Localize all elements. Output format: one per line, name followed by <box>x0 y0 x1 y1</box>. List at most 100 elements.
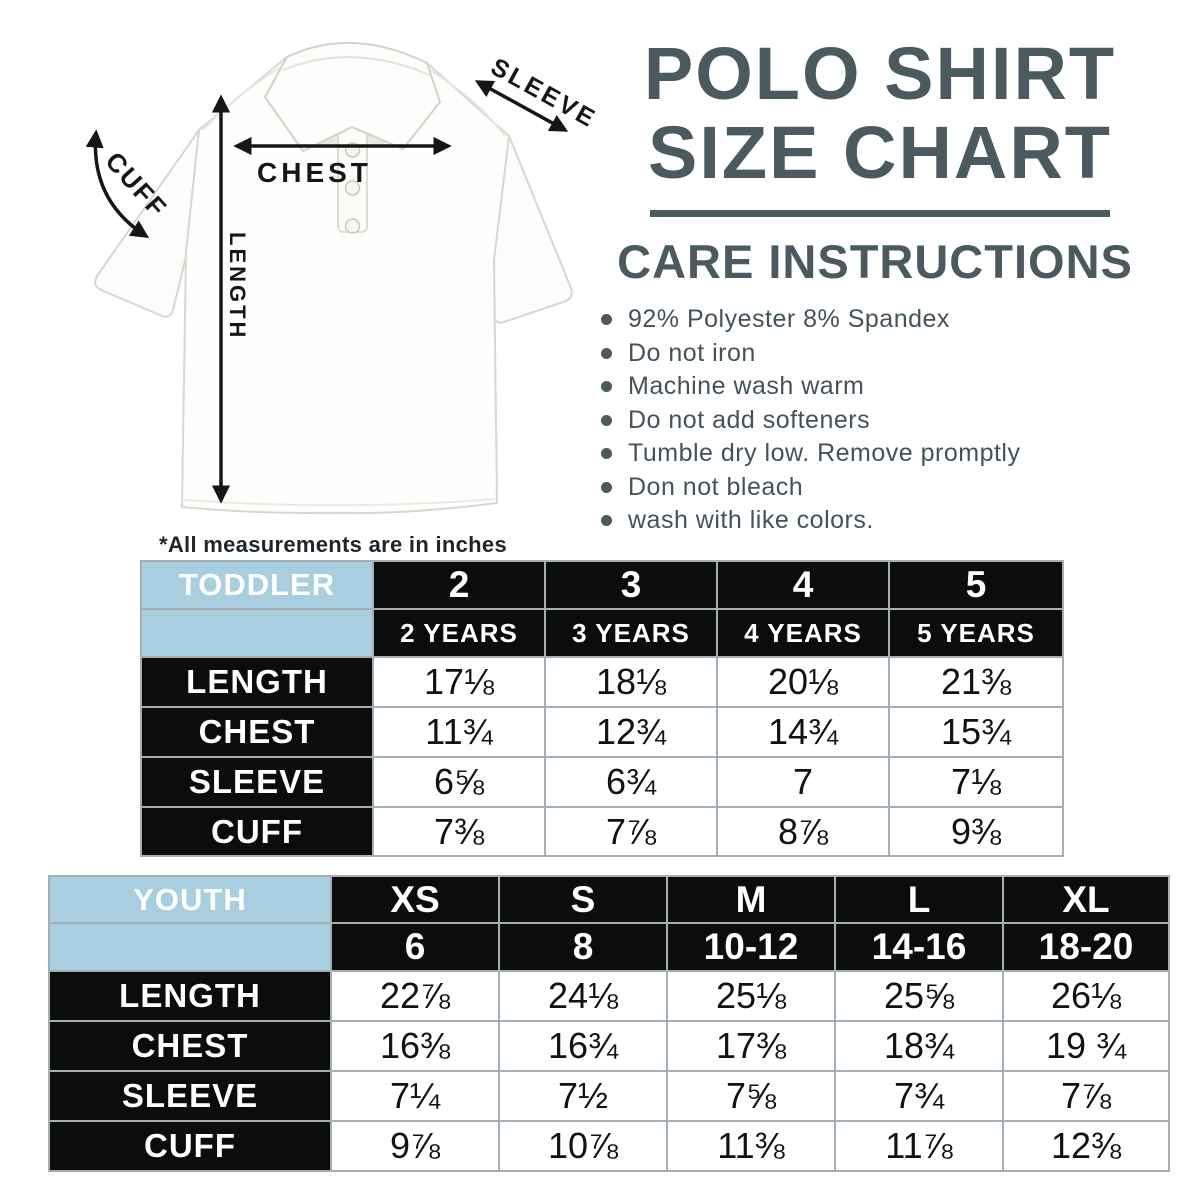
age-header: 10-12 <box>666 922 836 972</box>
measure-value: 7⅝ <box>666 1070 836 1122</box>
measure-value: 12⅜ <box>1002 1120 1170 1172</box>
age-header: 2 YEARS <box>372 608 546 658</box>
measure-value: 22⅞ <box>330 970 500 1022</box>
age-header: 3 YEARS <box>544 608 718 658</box>
size-header: XL <box>1002 875 1170 924</box>
measure-value: 7⅛ <box>888 756 1064 808</box>
measure-value: 11⅜ <box>666 1120 836 1172</box>
size-header: 4 <box>716 560 890 610</box>
size-header: M <box>666 875 836 924</box>
shirt-measurement-diagram: CHEST LENGTH SLEEVE CUFF <box>85 41 600 515</box>
measure-value: 6⅝ <box>372 756 546 808</box>
age-header: 8 <box>498 922 668 972</box>
table-row: LENGTH 22⅞ 24⅛ 25⅛ 25⅝ 26⅛ <box>48 970 1170 1022</box>
toddler-group-label: TODDLER <box>140 560 374 610</box>
measure-value: 16¾ <box>498 1020 668 1072</box>
measure-label: CUFF <box>140 806 374 857</box>
table-row: CUFF 7⅜ 7⅞ 8⅞ 9⅜ <box>140 806 1064 857</box>
cuff-arrow <box>85 129 150 238</box>
measure-value: 7⅞ <box>544 806 718 857</box>
measure-value: 9⅞ <box>330 1120 500 1172</box>
size-header: 5 <box>888 560 1064 610</box>
toddler-group-spacer <box>140 608 374 658</box>
measure-value: 7½ <box>498 1070 668 1122</box>
measurement-note: *All measurements are in inches <box>158 532 507 557</box>
measure-value: 12¾ <box>544 706 718 758</box>
table-row: LENGTH 17⅛ 18⅛ 20⅛ 21⅜ <box>140 656 1064 708</box>
youth-group-label: YOUTH <box>48 875 332 924</box>
measure-value: 7 <box>716 756 890 808</box>
measure-value: 11¾ <box>372 706 546 758</box>
shirt-button <box>344 180 361 196</box>
age-header: 14-16 <box>834 922 1004 972</box>
size-header: XS <box>330 875 500 924</box>
measure-value: 11⅞ <box>834 1120 1004 1172</box>
care-item: Don not bleach <box>601 471 1161 505</box>
youth-size-table: YOUTH XS S M L XL 6 8 10-12 14-16 18-20 … <box>48 875 1170 1172</box>
table-row: YOUTH XS S M L XL <box>48 875 1170 924</box>
measure-value: 19 ¾ <box>1002 1020 1170 1072</box>
title-line-2: SIZE CHART <box>648 111 1112 194</box>
measure-value: 26⅛ <box>1002 970 1170 1022</box>
measure-value: 18⅛ <box>544 656 718 708</box>
table-row: CUFF 9⅞ 10⅞ 11⅜ 11⅞ 12⅜ <box>48 1120 1170 1172</box>
measure-value: 24⅛ <box>498 970 668 1022</box>
sleeve-arrow <box>474 80 569 132</box>
size-header: 3 <box>544 560 718 610</box>
measure-value: 7¼ <box>330 1070 500 1122</box>
age-header: 5 YEARS <box>888 608 1064 658</box>
care-instructions-heading: CARE INSTRUCTIONS <box>617 235 1133 288</box>
age-header: 4 YEARS <box>716 608 890 658</box>
table-row: 6 8 10-12 14-16 18-20 <box>48 922 1170 972</box>
care-item: wash with like colors. <box>601 504 1161 538</box>
measure-label: CHEST <box>140 706 374 758</box>
table-row: TODDLER 2 3 4 5 <box>140 560 1064 610</box>
care-item: 92% Polyester 8% Spandex <box>601 303 1161 337</box>
toddler-size-table: TODDLER 2 3 4 5 2 YEARS 3 YEARS 4 YEARS … <box>140 560 1064 857</box>
table-row: SLEEVE 7¼ 7½ 7⅝ 7¾ 7⅞ <box>48 1070 1170 1122</box>
measure-value: 6¾ <box>544 756 718 808</box>
size-header: S <box>498 875 668 924</box>
measure-value: 14¾ <box>716 706 890 758</box>
care-item: Do not iron <box>601 337 1161 371</box>
measure-value: 16⅜ <box>330 1020 500 1072</box>
measurement-arrows <box>85 80 569 504</box>
shirt-button <box>344 218 361 234</box>
measure-value: 7¾ <box>834 1070 1004 1122</box>
measure-value: 15¾ <box>888 706 1064 758</box>
measure-value: 20⅛ <box>716 656 890 708</box>
measure-label: LENGTH <box>48 970 332 1022</box>
care-item: Do not add softeners <box>601 404 1161 438</box>
page-title: POLO SHIRT SIZE CHART <box>600 34 1160 217</box>
youth-group-spacer <box>48 922 332 972</box>
title-underline <box>650 210 1110 217</box>
measure-label: CUFF <box>48 1120 332 1172</box>
size-header: 2 <box>372 560 546 610</box>
measure-value: 17⅛ <box>372 656 546 708</box>
measure-label: LENGTH <box>140 656 374 708</box>
measure-value: 25⅝ <box>834 970 1004 1022</box>
measure-value: 10⅞ <box>498 1120 668 1172</box>
table-row: 2 YEARS 3 YEARS 4 YEARS 5 YEARS <box>140 608 1064 658</box>
measure-value: 25⅛ <box>666 970 836 1022</box>
chest-label: CHEST <box>257 157 372 188</box>
measure-label: CHEST <box>48 1020 332 1072</box>
care-instructions-list: 92% Polyester 8% Spandex Do not iron Mac… <box>601 303 1161 538</box>
table-row: CHEST 16⅜ 16¾ 17⅜ 18¾ 19 ¾ <box>48 1020 1170 1072</box>
age-header: 6 <box>330 922 500 972</box>
measure-label: SLEEVE <box>140 756 374 808</box>
measure-value: 21⅜ <box>888 656 1064 708</box>
age-header: 18-20 <box>1002 922 1170 972</box>
title-line-1: POLO SHIRT <box>643 32 1117 115</box>
care-item: Tumble dry low. Remove promptly <box>601 437 1161 471</box>
sleeve-label: SLEEVE <box>486 53 600 134</box>
measure-value: 8⅞ <box>716 806 890 857</box>
measure-value: 9⅜ <box>888 806 1064 857</box>
size-header: L <box>834 875 1004 924</box>
polo-shirt-illustration <box>94 41 573 515</box>
table-row: SLEEVE 6⅝ 6¾ 7 7⅛ <box>140 756 1064 808</box>
table-row: CHEST 11¾ 12¾ 14¾ 15¾ <box>140 706 1064 758</box>
measure-label: SLEEVE <box>48 1070 332 1122</box>
length-label: LENGTH <box>225 232 250 340</box>
